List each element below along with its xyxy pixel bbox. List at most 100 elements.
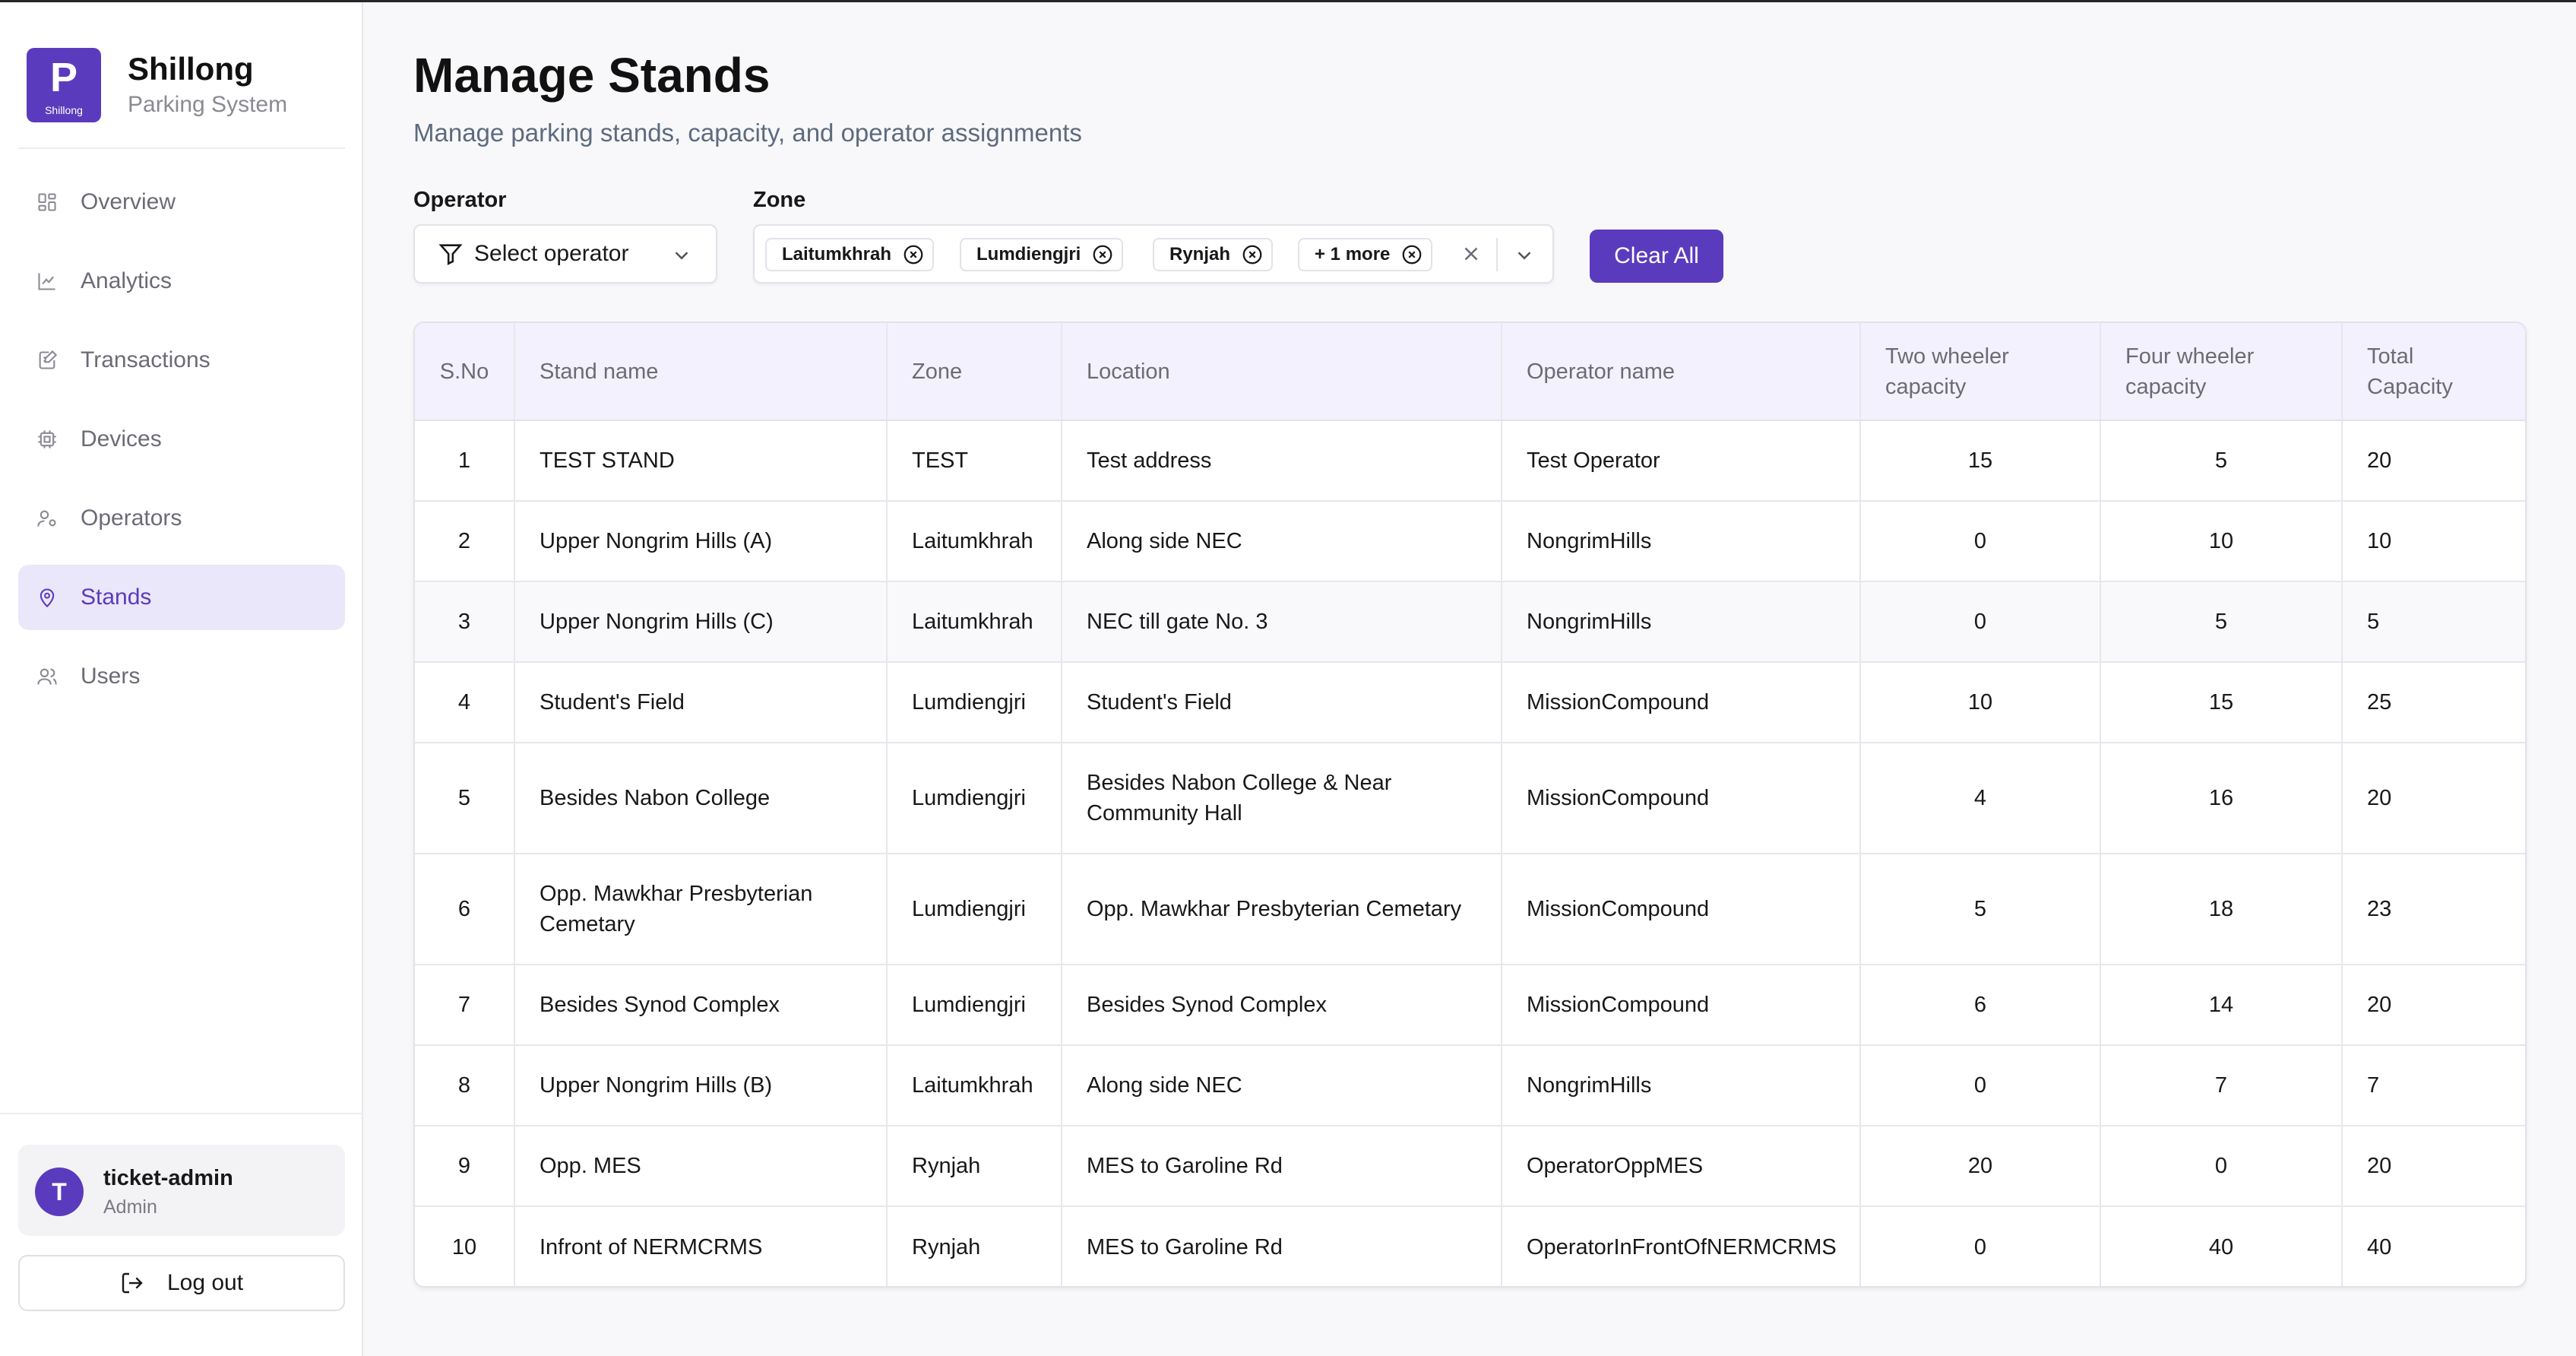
cell-four-wheeler: 16 — [2100, 743, 2343, 854]
cell-zone: Laitumkhrah — [887, 581, 1062, 663]
cell-total: 7 — [2342, 1045, 2525, 1126]
table-row[interactable]: 9 Opp. MES Rynjah MES to Garoline Rd Ope… — [415, 1126, 2525, 1207]
sidebar-item-label: Devices — [81, 426, 162, 451]
cell-stand-name: Upper Nongrim Hills (B) — [514, 1045, 888, 1126]
users-icon — [36, 666, 58, 687]
remove-chip-icon[interactable] — [1241, 243, 1264, 266]
column-header-four-wheeler: Four wheeler capacity — [2100, 323, 2343, 421]
sidebar-item-label: Analytics — [81, 268, 172, 293]
table-row[interactable]: 6 Opp. Mawkhar Presbyterian Cemetary Lum… — [415, 854, 2525, 965]
cell-four-wheeler: 15 — [2100, 662, 2343, 743]
cell-two-wheeler: 5 — [1860, 854, 2101, 965]
cell-four-wheeler: 40 — [2100, 1206, 2343, 1286]
cell-stand-name: Upper Nongrim Hills (C) — [514, 581, 888, 663]
cell-total: 20 — [2342, 743, 2525, 854]
zone-chip[interactable]: Laitumkhrah — [765, 238, 935, 271]
chip-icon — [36, 429, 58, 450]
cell-sno: 5 — [415, 743, 515, 854]
table-row[interactable]: 10 Infront of NERMCRMS Rynjah MES to Gar… — [415, 1206, 2525, 1286]
cell-stand-name: Besides Synod Complex — [514, 965, 888, 1046]
cell-total: 25 — [2342, 662, 2525, 743]
user-role: Admin — [103, 1196, 157, 1218]
cell-stand-name: TEST STAND — [514, 420, 888, 502]
table-row[interactable]: 8 Upper Nongrim Hills (B) Laitumkhrah Al… — [415, 1045, 2525, 1126]
table-row[interactable]: 2 Upper Nongrim Hills (A) Laitumkhrah Al… — [415, 501, 2525, 582]
cell-stand-name: Infront of NERMCRMS — [514, 1206, 888, 1286]
chevron-down-icon[interactable] — [1513, 244, 1536, 267]
cell-total: 20 — [2342, 965, 2525, 1046]
cell-stand-name: Upper Nongrim Hills (A) — [514, 501, 888, 582]
column-header-stand-name: Stand name — [514, 323, 888, 421]
sidebar-item-stands[interactable]: Stands — [18, 565, 345, 630]
column-header-two-wheeler: Two wheeler capacity — [1860, 323, 2101, 421]
cell-stand-name: Opp. Mawkhar Presbyterian Cemetary — [514, 854, 888, 965]
logo-sub-text: Shillong — [45, 104, 83, 116]
operator-filter-label: Operator — [413, 188, 507, 212]
remove-chip-icon[interactable] — [902, 243, 925, 266]
logout-label: Log out — [166, 1270, 244, 1295]
table-row[interactable]: 7 Besides Synod Complex Lumdiengjri Besi… — [415, 965, 2525, 1046]
cell-two-wheeler: 10 — [1860, 662, 2101, 743]
sidebar-item-overview[interactable]: Overview — [18, 170, 345, 235]
cell-two-wheeler: 15 — [1860, 420, 2101, 502]
brand: P Shillong Shillong Parking System — [27, 48, 353, 124]
table-row[interactable]: 1 TEST STAND TEST Test address Test Oper… — [415, 420, 2525, 502]
column-header-zone: Zone — [887, 323, 1062, 421]
remove-chip-icon[interactable] — [1400, 243, 1423, 266]
cell-two-wheeler: 6 — [1860, 965, 2101, 1046]
sidebar-item-devices[interactable]: Devices — [18, 407, 345, 472]
cell-location: Student's Field — [1062, 662, 1502, 743]
cell-zone: TEST — [887, 420, 1062, 502]
cell-location: Along side NEC — [1062, 1045, 1502, 1126]
sidebar-item-label: Stands — [81, 585, 152, 610]
cell-sno: 3 — [415, 581, 515, 663]
clear-zones-icon[interactable] — [1460, 242, 1483, 265]
page-title: Manage Stands — [413, 48, 771, 103]
cell-operator-name: MissionCompound — [1502, 662, 1861, 743]
zone-chip-label: Lumdiengjri — [976, 244, 1081, 265]
user-name: ticket-admin — [103, 1166, 233, 1190]
cell-zone: Lumdiengjri — [887, 662, 1062, 743]
column-header-location: Location — [1062, 323, 1502, 421]
cell-total: 23 — [2342, 854, 2525, 965]
cell-zone: Lumdiengjri — [887, 965, 1062, 1046]
cell-location: MES to Garoline Rd — [1062, 1206, 1502, 1286]
avatar: T — [35, 1167, 84, 1216]
sidebar-item-label: Transactions — [81, 347, 210, 372]
cell-sno: 1 — [415, 420, 515, 502]
cell-four-wheeler: 18 — [2100, 854, 2343, 965]
table-header-row: S.No Stand name Zone Location Operator n… — [415, 323, 2525, 421]
table-row[interactable]: 5 Besides Nabon College Lumdiengjri Besi… — [415, 743, 2525, 854]
column-header-total: Total Capacity — [2342, 323, 2525, 421]
zone-multiselect[interactable]: Laitumkhrah Lumdiengjri Rynjah + 1 more — [753, 224, 1554, 284]
zone-chip-more[interactable]: + 1 more — [1298, 238, 1433, 271]
cell-two-wheeler: 0 — [1860, 1045, 2101, 1126]
cell-stand-name: Besides Nabon College — [514, 743, 888, 854]
cell-operator-name: NongrimHills — [1502, 1045, 1861, 1126]
sidebar-item-analytics[interactable]: Analytics — [18, 249, 345, 314]
table-row[interactable]: 3 Upper Nongrim Hills (C) Laitumkhrah NE… — [415, 581, 2525, 663]
logout-button[interactable]: Log out — [18, 1255, 345, 1311]
logo: P Shillong — [27, 48, 101, 122]
table-row[interactable]: 4 Student's Field Lumdiengjri Student's … — [415, 662, 2525, 743]
cell-two-wheeler: 0 — [1860, 1206, 2101, 1286]
cell-total: 20 — [2342, 420, 2525, 502]
sidebar-item-users[interactable]: Users — [18, 644, 345, 709]
remove-chip-icon[interactable] — [1091, 243, 1114, 266]
cell-total: 40 — [2367, 1234, 2392, 1259]
operator-select[interactable]: Select operator — [413, 224, 717, 284]
cell-operator-name: MissionCompound — [1502, 743, 1861, 854]
cell-sno: 2 — [415, 501, 515, 582]
logo-letter: P — [49, 55, 78, 100]
zone-chip-label: Rynjah — [1169, 244, 1231, 265]
cell-operator-name: OperatorOppMES — [1502, 1126, 1861, 1207]
sidebar-item-operators[interactable]: Operators — [18, 486, 345, 551]
sidebar-divider — [18, 147, 345, 149]
user-settings-icon — [36, 508, 58, 529]
cell-location: NEC till gate No. 3 — [1062, 581, 1502, 663]
sidebar-item-transactions[interactable]: Transactions — [18, 328, 345, 393]
zone-chip[interactable]: Lumdiengjri — [960, 238, 1124, 271]
zone-chip[interactable]: Rynjah — [1153, 238, 1274, 271]
cell-zone: Rynjah — [887, 1206, 1062, 1286]
clear-all-button[interactable]: Clear All — [1590, 230, 1723, 283]
